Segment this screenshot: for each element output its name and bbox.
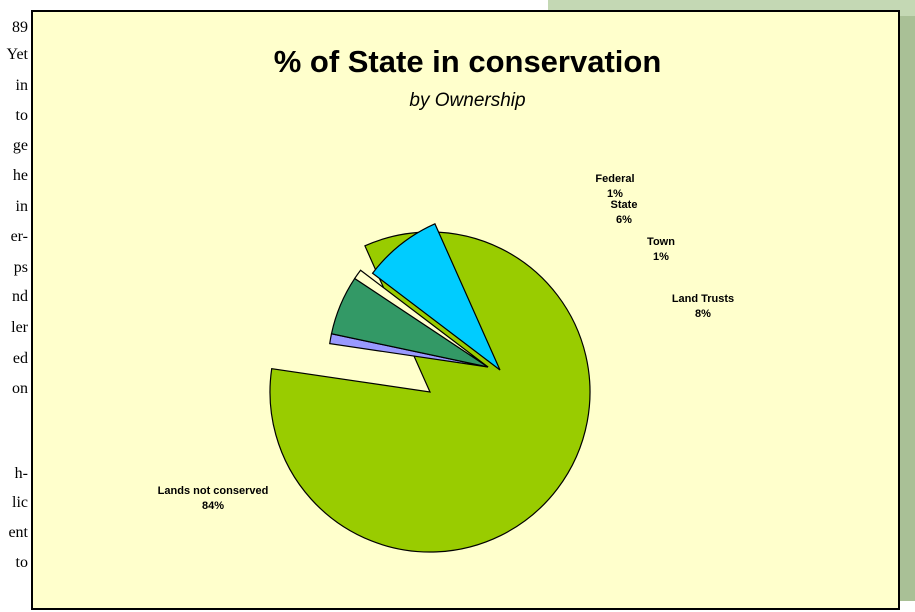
- slice-label-town: Town 1%: [647, 235, 675, 265]
- slice-label-state: State 6%: [611, 198, 638, 228]
- slice-label-federal: Federal 1%: [595, 172, 634, 202]
- pie-chart: [269, 223, 591, 553]
- slice-label-name: Lands not conserved: [157, 485, 269, 497]
- pie-slice-land-trusts: [371, 223, 501, 371]
- body-text-fragment: ps: [13, 259, 28, 276]
- body-text-fragment: nd: [12, 288, 28, 305]
- slice-label-percent: 1%: [607, 188, 623, 200]
- body-text-fragment: to: [15, 107, 28, 124]
- chart-title: % of State in conservation: [273, 44, 662, 79]
- pie-slice-town: [353, 269, 489, 368]
- body-text-column: 89 Yet in to ge he in er-ps nd ler ed on h-lic ent to: [0, 0, 30, 601]
- slice-label-name: Federal: [595, 173, 635, 185]
- chart-frame: % of State in conservation by Ownership …: [31, 10, 900, 610]
- slice-label-name: Land Trusts: [671, 293, 735, 305]
- body-text-fragment: 89: [12, 19, 28, 36]
- body-text-fragment: ler: [11, 319, 28, 336]
- chart-subtitle: by Ownership: [409, 90, 526, 111]
- body-text-fragment: lic: [12, 494, 28, 511]
- body-text-fragment: in: [15, 198, 28, 215]
- body-text-fragment: ed: [12, 350, 28, 367]
- slice-label-lands-not-conserved: Lands not conserved 84%: [158, 484, 269, 514]
- slice-label-percent: 8%: [695, 308, 711, 320]
- slice-label-name: Town: [647, 236, 675, 248]
- slice-label-percent: 84%: [201, 500, 225, 512]
- body-text-fragment: Yet: [6, 46, 29, 63]
- slice-label-percent: 1%: [653, 251, 669, 263]
- body-text-fragment: ent: [8, 524, 28, 541]
- body-text-fragment: he: [12, 167, 28, 184]
- body-text-fragment: er-: [10, 228, 28, 245]
- pie-slice-lands-not-conserved: [269, 231, 591, 553]
- body-text-fragment: ge: [12, 137, 28, 154]
- slice-label-name: State: [610, 199, 638, 211]
- body-text-fragment: on: [12, 380, 28, 397]
- body-text-fragment: h-: [14, 465, 28, 482]
- body-text-fragment: in: [15, 77, 28, 94]
- slice-label-land-trusts: Land Trusts 8%: [672, 292, 734, 322]
- slice-label-percent: 6%: [616, 214, 632, 226]
- body-text-fragment: to: [15, 554, 28, 571]
